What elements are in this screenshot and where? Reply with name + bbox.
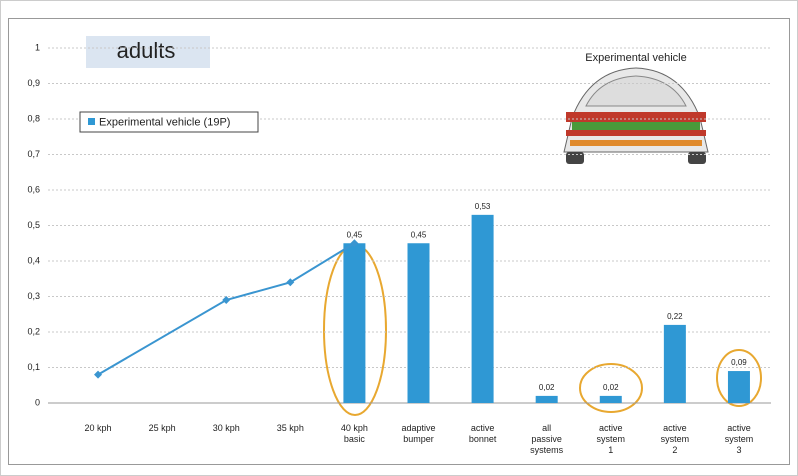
point bbox=[350, 239, 359, 248]
y-tick-label: 0,2 bbox=[27, 326, 40, 336]
point bbox=[222, 296, 231, 305]
x-tick-label: 40 kph basic bbox=[341, 423, 368, 444]
car-image bbox=[563, 67, 709, 164]
point bbox=[94, 370, 103, 379]
x-tick-label: 20 kph bbox=[85, 423, 112, 433]
badge-box bbox=[86, 36, 210, 68]
data-label: 0,53 bbox=[475, 202, 491, 211]
data-label: 0,22 bbox=[667, 312, 683, 321]
x-tick-label: 25 kph bbox=[149, 423, 176, 433]
y-tick-label: 0,6 bbox=[27, 184, 40, 194]
x-tick-label: active system 3 bbox=[725, 423, 754, 455]
y-tick-label: 1 bbox=[35, 42, 40, 52]
bar bbox=[599, 395, 622, 403]
bar bbox=[407, 243, 430, 403]
y-tick-label: 0 bbox=[35, 397, 40, 407]
x-tick-label: 35 kph bbox=[277, 423, 304, 433]
line bbox=[97, 242, 355, 376]
y-tick-label: 0,9 bbox=[27, 78, 40, 88]
y-tick-label: 0,4 bbox=[27, 255, 40, 265]
legend-swatch bbox=[88, 118, 95, 125]
data-label: 0,02 bbox=[539, 383, 555, 392]
point bbox=[286, 278, 295, 287]
y-tick-label: 0,3 bbox=[27, 291, 40, 301]
data-label: 0,02 bbox=[603, 383, 619, 392]
bar bbox=[535, 395, 558, 403]
x-tick-label: all passive systems bbox=[530, 423, 564, 455]
legend-label: Experimental vehicle (19P) bbox=[99, 116, 230, 128]
x-tick-label: active system 1 bbox=[597, 423, 626, 455]
badge: adults bbox=[117, 38, 176, 63]
bar bbox=[663, 324, 686, 403]
image-caption: Experimental vehicle bbox=[585, 52, 687, 64]
bar bbox=[471, 214, 494, 403]
x-tick-label: active system 2 bbox=[661, 423, 690, 455]
data-label: 0,45 bbox=[347, 230, 363, 239]
highlights bbox=[323, 244, 762, 416]
data-label: 0,45 bbox=[411, 230, 427, 239]
x-tick-label: 30 kph bbox=[213, 423, 240, 433]
y-tick-label: 0,7 bbox=[27, 149, 40, 159]
bar bbox=[343, 243, 366, 403]
x-tick-label: active bonnet bbox=[469, 423, 497, 444]
y-tick-label: 0,1 bbox=[27, 362, 40, 372]
legend-box bbox=[79, 111, 259, 133]
y-tick-label: 0,5 bbox=[27, 220, 40, 230]
data-label: 0,09 bbox=[731, 358, 747, 367]
y-tick-label: 0,8 bbox=[27, 113, 40, 123]
bar bbox=[727, 371, 750, 403]
x-tick-label: adaptive bumper bbox=[401, 423, 435, 444]
